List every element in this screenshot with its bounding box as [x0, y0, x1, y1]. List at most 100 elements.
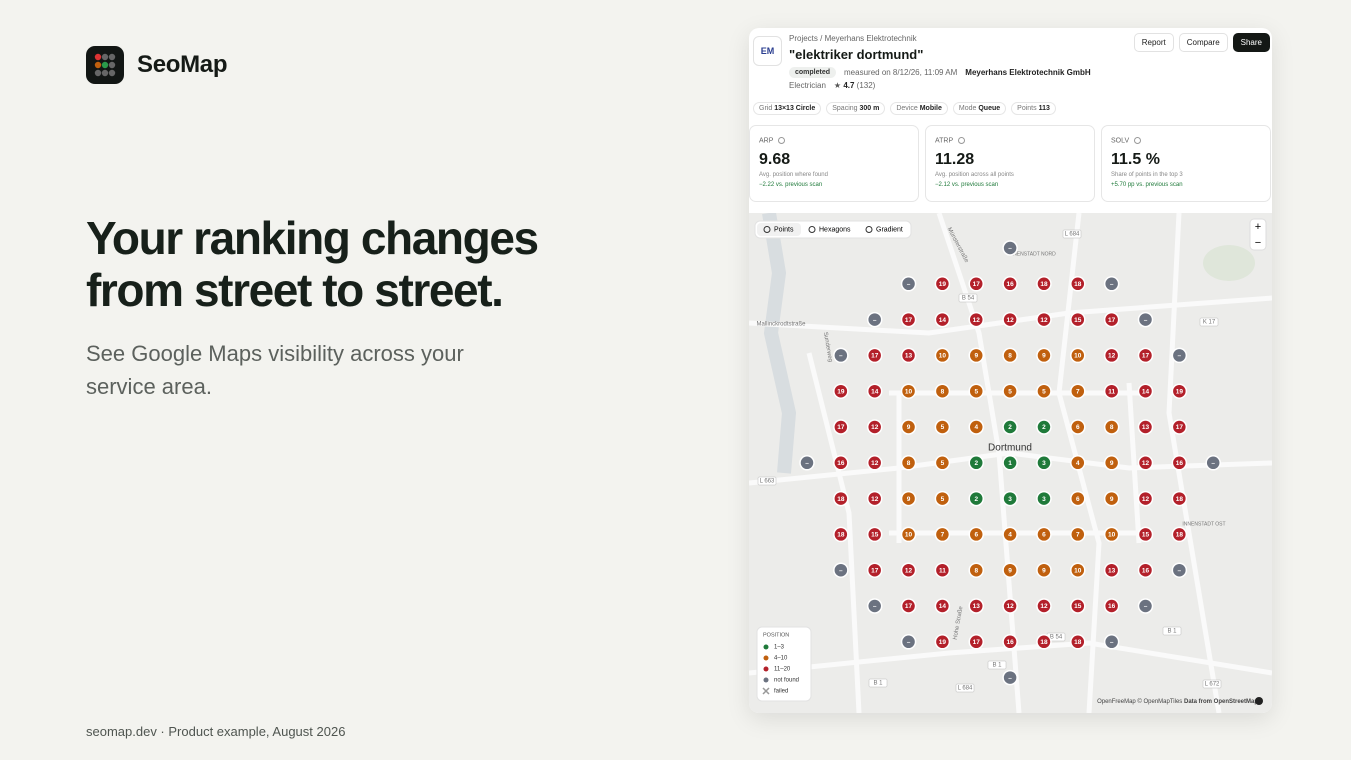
rank-point[interactable]	[833, 347, 849, 364]
rank-point[interactable]	[968, 455, 984, 471]
rank-point[interactable]	[900, 419, 917, 435]
rank-point[interactable]	[1171, 383, 1188, 399]
rank-point[interactable]	[1070, 276, 1086, 292]
rank-point[interactable]	[833, 455, 849, 471]
rank-point[interactable]	[1103, 419, 1120, 435]
mode-hexagons[interactable]: Hexagons	[819, 226, 851, 233]
rank-point[interactable]	[1103, 276, 1120, 292]
rank-point[interactable]	[968, 383, 984, 399]
rank-point[interactable]	[1002, 347, 1018, 364]
rank-point[interactable]	[900, 634, 917, 650]
rank-point[interactable]	[1036, 311, 1052, 328]
rank-point[interactable]	[968, 347, 984, 364]
rank-point[interactable]	[1205, 455, 1221, 471]
rank-point[interactable]	[1137, 490, 1154, 507]
rank-point[interactable]	[1002, 383, 1018, 399]
rank-point[interactable]	[1002, 455, 1018, 471]
rank-point[interactable]	[833, 526, 849, 543]
rank-point[interactable]	[1002, 634, 1018, 650]
rank-point[interactable]	[799, 455, 815, 471]
rank-point[interactable]	[968, 490, 984, 507]
rank-point[interactable]	[1036, 562, 1052, 578]
rank-point[interactable]	[900, 276, 917, 292]
zoom-in[interactable]: +	[1255, 221, 1261, 233]
rank-point[interactable]	[900, 526, 917, 543]
rank-point[interactable]	[900, 598, 917, 614]
rank-point[interactable]	[968, 526, 984, 543]
rank-point[interactable]	[968, 419, 984, 435]
rank-point[interactable]	[1137, 455, 1154, 471]
rank-point[interactable]	[833, 383, 849, 399]
rank-point[interactable]	[866, 455, 883, 471]
rank-point[interactable]	[1137, 419, 1154, 435]
rank-point[interactable]	[1036, 347, 1052, 364]
rank-point[interactable]	[968, 634, 984, 650]
rank-point[interactable]	[1171, 490, 1188, 507]
rank-point[interactable]	[900, 455, 917, 471]
rank-point[interactable]	[1036, 490, 1052, 507]
rank-point[interactable]	[1103, 311, 1120, 328]
rank-point[interactable]	[866, 526, 883, 543]
rank-point[interactable]	[1002, 419, 1018, 435]
rank-point[interactable]	[934, 562, 951, 578]
mode-gradient[interactable]: Gradient	[876, 226, 903, 233]
rank-point[interactable]	[934, 311, 951, 328]
rank-point[interactable]	[1103, 455, 1120, 471]
rank-point[interactable]	[1002, 276, 1018, 292]
rank-point[interactable]	[1002, 526, 1018, 543]
share-button[interactable]: Share	[1232, 33, 1270, 52]
rank-point[interactable]	[1070, 598, 1086, 614]
rank-point[interactable]	[934, 419, 951, 435]
rank-point[interactable]	[1137, 598, 1154, 614]
rank-point[interactable]	[1137, 562, 1154, 578]
rank-point[interactable]	[1171, 455, 1188, 471]
rank-point[interactable]	[1070, 419, 1086, 435]
rank-point[interactable]	[1137, 347, 1154, 364]
rank-point[interactable]	[1070, 526, 1086, 543]
rank-point[interactable]	[1137, 383, 1154, 399]
rank-point[interactable]	[968, 311, 984, 328]
rank-point[interactable]	[1103, 634, 1120, 650]
rank-point[interactable]	[1070, 347, 1086, 364]
rank-point[interactable]	[1137, 311, 1154, 328]
rank-point[interactable]	[1070, 562, 1086, 578]
rank-point[interactable]	[900, 490, 917, 507]
rank-point[interactable]	[1070, 455, 1086, 471]
rank-point[interactable]	[833, 419, 849, 435]
rank-point[interactable]	[1103, 598, 1120, 614]
rank-point[interactable]	[1103, 347, 1120, 364]
rank-point[interactable]	[1103, 383, 1120, 399]
rank-point[interactable]	[900, 562, 917, 578]
rank-point[interactable]	[968, 562, 984, 578]
rank-point[interactable]	[1171, 526, 1188, 543]
rank-point[interactable]	[934, 383, 951, 399]
rank-point[interactable]	[1002, 562, 1018, 578]
rank-point[interactable]	[1002, 669, 1018, 686]
rank-point[interactable]	[1171, 347, 1188, 364]
info-icon[interactable]	[1255, 697, 1263, 705]
rank-point[interactable]	[866, 383, 883, 399]
rank-point[interactable]	[1103, 562, 1120, 578]
rank-point[interactable]	[934, 276, 951, 292]
rank-point[interactable]	[900, 383, 917, 399]
rank-point[interactable]	[1036, 598, 1052, 614]
rank-point[interactable]	[866, 347, 883, 364]
rank-point[interactable]	[1070, 383, 1086, 399]
rank-point[interactable]	[1036, 276, 1052, 292]
rank-point[interactable]	[934, 526, 951, 543]
rank-point[interactable]	[866, 490, 883, 507]
rank-point[interactable]	[1002, 490, 1018, 507]
rank-point[interactable]	[866, 419, 883, 435]
rank-point[interactable]	[900, 311, 917, 328]
rank-point[interactable]	[900, 347, 917, 364]
rank-point[interactable]	[968, 598, 984, 614]
rank-point[interactable]	[833, 562, 849, 578]
rank-point[interactable]	[934, 598, 951, 614]
rank-point[interactable]	[1002, 598, 1018, 614]
rank-point[interactable]	[934, 347, 951, 364]
rank-point[interactable]	[1103, 526, 1120, 543]
rank-point[interactable]	[1070, 634, 1086, 650]
rank-point[interactable]	[1036, 526, 1052, 543]
rank-point[interactable]	[833, 490, 849, 507]
rank-point[interactable]	[1036, 634, 1052, 650]
